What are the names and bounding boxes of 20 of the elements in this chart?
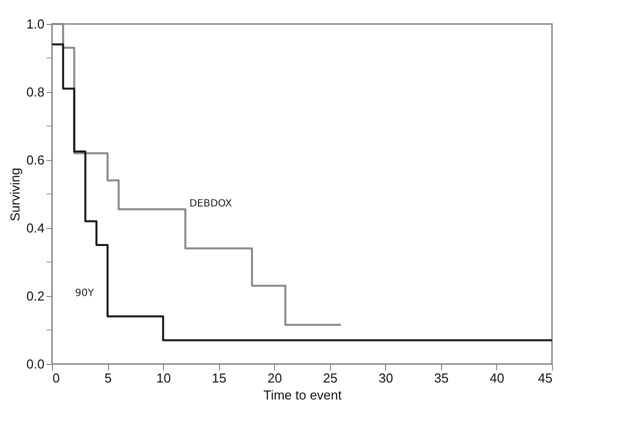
- x-axis-title: Time to event: [263, 388, 342, 402]
- x-tick-label: 20: [267, 370, 282, 386]
- x-tick-label: 10: [156, 370, 171, 386]
- x-tick-label: 15: [212, 370, 226, 386]
- x-tick-label: 45: [538, 370, 552, 386]
- x-tick-label: 35: [434, 370, 449, 386]
- y-tick-label: 0.4: [26, 220, 44, 236]
- x-tick-label: 40: [490, 370, 504, 386]
- x-tick-label: 25: [323, 370, 338, 386]
- y-tick-label: 0.2: [26, 288, 44, 304]
- x-tick-label: 30: [378, 370, 394, 386]
- x-tick-label: 0: [52, 370, 60, 386]
- x-tick-label: 5: [104, 370, 112, 386]
- y-tick-label: 0.6: [26, 152, 44, 168]
- y-axis-title: Surviving: [7, 168, 22, 222]
- y-tick-label: 0.0: [26, 356, 44, 372]
- series-label: 90Y: [75, 288, 95, 299]
- y-tick-label: 1.0: [26, 16, 44, 32]
- series-label: DEBDOX: [189, 198, 232, 210]
- y-tick-label: 0.8: [26, 84, 44, 100]
